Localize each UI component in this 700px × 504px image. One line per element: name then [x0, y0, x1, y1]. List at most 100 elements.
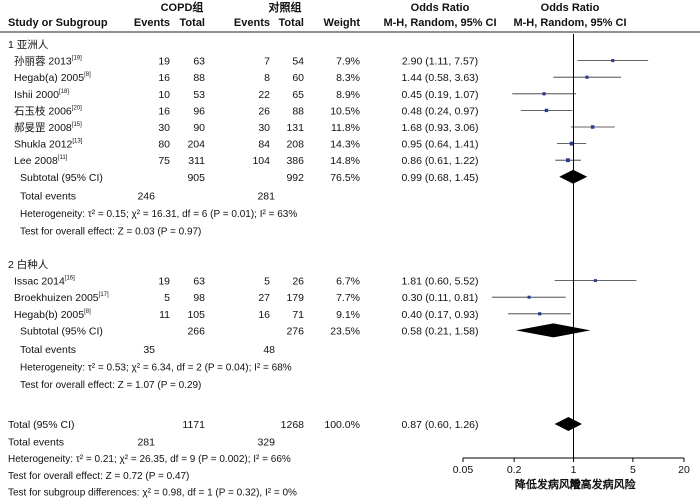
cell-events2: 5 [264, 276, 270, 288]
header-odds-ratio-plot: Odds Ratio [541, 2, 600, 14]
x-tick-label: 0.2 [507, 464, 522, 476]
study-name-text: Shukla 2012 [14, 139, 73, 151]
total-ci: 0.87 (0.60, 1.26) [401, 419, 478, 431]
subgroup-title: 1 亚洲人 [8, 39, 49, 51]
subtotal-ci: 0.58 (0.21, 1.58) [401, 325, 478, 337]
total-total2: 1268 [281, 419, 305, 431]
cell-total2: 71 [292, 309, 304, 321]
favours-right: 增高发病风险 [570, 477, 637, 491]
cell-total1: 96 [193, 105, 205, 117]
cell-total2: 26 [292, 276, 304, 288]
cell-weight: 6.7% [336, 276, 360, 288]
point-estimate [566, 158, 570, 163]
cell-total1: 90 [193, 122, 205, 134]
study-ref: [16] [65, 276, 75, 282]
study-name: 郝旻罡 2008[15] [14, 121, 82, 134]
point-estimate [611, 59, 615, 63]
study-ref: [8] [84, 309, 91, 315]
overall-total-events-label: Total events [8, 437, 64, 449]
cell-events2: 7 [264, 56, 270, 68]
cell-total2: 88 [292, 105, 304, 117]
x-tick-label: 0.05 [453, 464, 474, 476]
subtotal-diamond [515, 323, 591, 338]
total-total1: 1171 [182, 419, 205, 431]
total-diamond [554, 417, 583, 431]
x-tick-label: 1 [571, 464, 577, 476]
subtotal-label: Subtotal (95% CI) [20, 172, 103, 184]
study-name-text: Hegab(a) 2005 [14, 72, 84, 84]
cell-weight: 14.8% [330, 155, 360, 167]
header-total1: Total [180, 17, 205, 29]
subtotal-ci: 0.99 (0.68, 1.45) [401, 172, 478, 184]
study-name: Shukla 2012[13] [14, 139, 83, 151]
cell-total2: 208 [286, 139, 304, 151]
cell-total2: 179 [286, 292, 304, 304]
study-ref: [8] [84, 72, 91, 78]
cell-ci: 0.30 (0.11, 0.81) [402, 292, 478, 304]
overall-total-events2: 329 [257, 437, 275, 449]
subtotal-total1: 905 [187, 172, 205, 184]
cell-ci: 0.45 (0.19, 1.07) [401, 89, 478, 101]
header-group1: COPD组 [161, 0, 204, 14]
cell-total1: 204 [187, 139, 205, 151]
cell-events2: 8 [264, 72, 270, 84]
subgroup-title: 2 白种人 [8, 258, 49, 271]
cell-ci: 0.86 (0.61, 1.22) [401, 155, 478, 167]
cell-events1: 80 [158, 139, 170, 151]
total-events2: 281 [257, 190, 275, 202]
cell-weight: 7.9% [336, 56, 360, 68]
cell-events2: 16 [258, 309, 270, 321]
subgroup-differences: Test for subgroup differences: χ² = 0.98… [8, 487, 297, 498]
study-name: Broekhuizen 2005[17] [14, 292, 109, 304]
study-name-text: Ishii 2000 [14, 89, 59, 101]
point-estimate [590, 125, 595, 129]
cell-total1: 88 [193, 72, 205, 84]
cell-events1: 19 [158, 276, 170, 288]
study-ref: [19] [72, 56, 82, 62]
study-name: Ishii 2000[18] [14, 89, 69, 101]
cell-total2: 386 [286, 155, 304, 167]
header-events1: Events [134, 17, 170, 29]
study-name-text: Broekhuizen 2005 [14, 292, 99, 304]
study-ref: [15] [72, 122, 82, 128]
total-events1: 246 [137, 190, 155, 202]
total-weight: 100.0% [324, 419, 360, 431]
cell-ci: 0.95 (0.64, 1.41) [401, 139, 478, 151]
cell-events1: 10 [158, 89, 170, 101]
total-label: Total (95% CI) [8, 419, 75, 431]
heterogeneity: Heterogeneity: τ² = 0.53; χ² = 6.34, df … [20, 363, 292, 374]
study-name-text: 郝旻罡 2008 [14, 121, 72, 134]
header-method-plot: M-H, Random, 95% CI [513, 17, 626, 29]
study-name-text: 孙丽蓉 2013 [14, 55, 72, 68]
cell-total1: 53 [193, 89, 205, 101]
total-events1: 35 [143, 344, 155, 356]
study-name: Hegab(a) 2005[8] [14, 72, 91, 84]
cell-total1: 98 [193, 292, 205, 304]
study-name-text: Lee 2008 [14, 155, 58, 167]
study-name: 孙丽蓉 2013[19] [14, 55, 82, 68]
cell-total1: 105 [187, 309, 205, 321]
favours-left: 降低发病风险 [515, 477, 582, 491]
x-tick-label: 20 [678, 464, 690, 476]
subtotal-weight: 76.5% [330, 172, 360, 184]
point-estimate [527, 295, 531, 299]
cell-ci: 2.90 (1.11, 7.57) [402, 56, 478, 68]
cell-events1: 19 [158, 56, 170, 68]
header-total2: Total [279, 17, 304, 29]
point-estimate [542, 92, 546, 96]
study-name: Hegab(b) 2005[8] [14, 309, 91, 321]
cell-events1: 16 [158, 105, 170, 117]
point-estimate [544, 108, 549, 113]
cell-weight: 14.3% [330, 139, 360, 151]
header-group2: 对照组 [269, 0, 302, 14]
total-events-label: Total events [20, 344, 76, 356]
cell-weight: 7.7% [336, 292, 360, 304]
overall-effect-total: Test for overall effect: Z = 0.72 (P = 0… [8, 471, 189, 482]
cell-ci: 0.48 (0.24, 0.97) [401, 105, 478, 117]
study-name: Lee 2008[11] [14, 155, 68, 167]
cell-total2: 54 [292, 56, 304, 68]
heterogeneity: Heterogeneity: τ² = 0.15; χ² = 16.31, df… [20, 209, 297, 220]
cell-weight: 11.8% [331, 122, 360, 134]
study-ref: [17] [99, 292, 109, 298]
